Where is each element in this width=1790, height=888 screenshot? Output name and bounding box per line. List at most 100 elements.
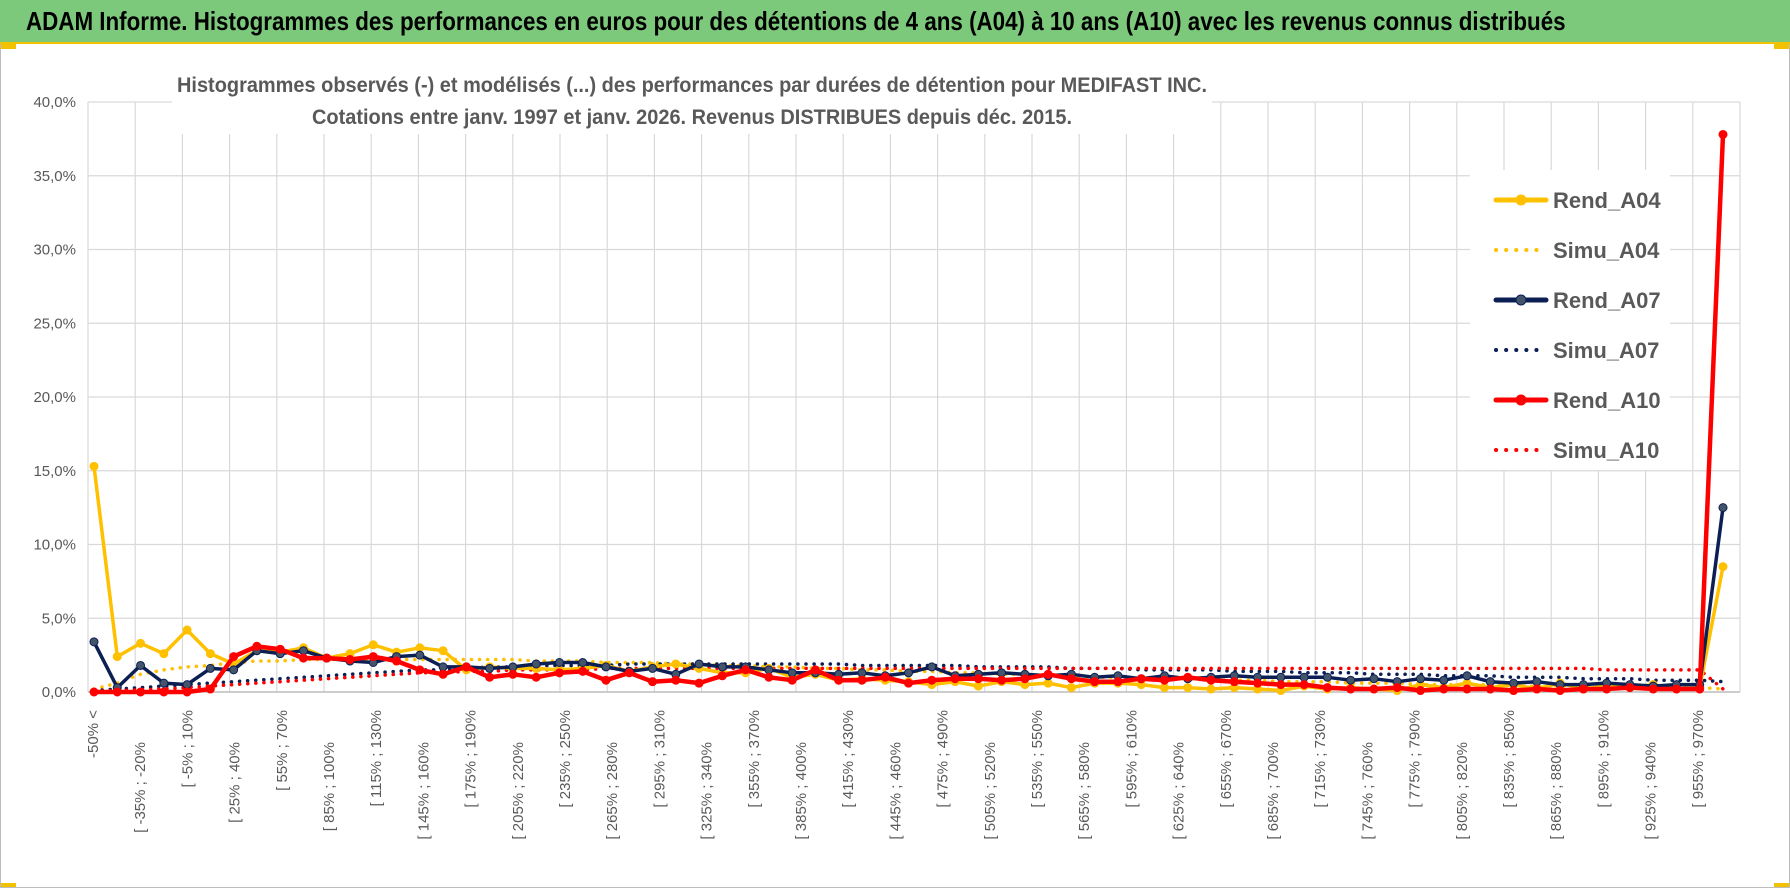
data-point bbox=[1276, 680, 1286, 690]
corner-accent-right bbox=[1774, 44, 1790, 49]
data-point bbox=[1532, 684, 1542, 694]
data-point bbox=[1020, 674, 1030, 684]
data-point bbox=[1439, 675, 1449, 685]
data-point bbox=[345, 655, 355, 665]
data-point bbox=[578, 658, 588, 667]
data-point bbox=[717, 671, 727, 681]
data-point bbox=[950, 674, 960, 684]
data-point bbox=[554, 658, 564, 667]
data-point bbox=[648, 663, 658, 673]
data-point bbox=[1206, 675, 1216, 685]
x-tick-label: [ 145% ; 160% bbox=[415, 742, 432, 840]
data-point bbox=[229, 652, 239, 662]
data-point bbox=[601, 662, 611, 672]
data-point bbox=[1369, 684, 1379, 694]
data-point bbox=[1462, 684, 1472, 694]
data-point bbox=[671, 675, 681, 685]
data-point bbox=[205, 663, 215, 673]
x-tick-label: [ 25% ; 40% bbox=[227, 742, 244, 823]
data-point bbox=[997, 675, 1007, 685]
x-tick-label: [ 535% ; 550% bbox=[1029, 710, 1046, 808]
data-point bbox=[997, 668, 1007, 678]
data-point bbox=[392, 656, 402, 666]
corner-accent-bottom-left bbox=[0, 883, 16, 888]
data-point bbox=[973, 674, 983, 684]
data-point bbox=[1346, 675, 1356, 685]
data-point bbox=[834, 675, 844, 685]
data-point bbox=[1718, 503, 1728, 513]
data-point bbox=[927, 662, 937, 672]
data-point bbox=[810, 665, 820, 675]
data-point bbox=[1532, 677, 1542, 687]
data-point bbox=[368, 652, 378, 662]
data-point bbox=[182, 625, 192, 635]
legend-label: Simu_A10 bbox=[1553, 438, 1659, 463]
data-point bbox=[787, 668, 797, 678]
data-point bbox=[182, 687, 192, 697]
legend: Rend_A04 Simu_A04 Rend_A07 Simu_A07 Rend_A10… bbox=[1470, 170, 1670, 470]
data-point bbox=[89, 637, 99, 647]
legend-label: Simu_A07 bbox=[1553, 338, 1659, 363]
data-point bbox=[1206, 684, 1216, 694]
x-tick-label: [ 85% ; 100% bbox=[321, 742, 338, 831]
data-point bbox=[1253, 678, 1263, 688]
data-point bbox=[1066, 674, 1076, 684]
data-point bbox=[1415, 674, 1425, 684]
data-point bbox=[1043, 678, 1053, 688]
x-tick-label: [ 805% ; 820% bbox=[1454, 742, 1471, 840]
data-point bbox=[1322, 672, 1332, 682]
data-point bbox=[624, 668, 634, 678]
data-point bbox=[438, 662, 448, 672]
x-tick-label: [ 895% ; 910% bbox=[1595, 710, 1612, 808]
x-tick-label: [ 565% ; 580% bbox=[1076, 742, 1093, 840]
data-point bbox=[112, 652, 122, 662]
legend-item: Simu_A07 bbox=[1494, 338, 1659, 363]
y-tick-label: 0,0% bbox=[42, 684, 76, 701]
data-point bbox=[1090, 677, 1100, 687]
data-point bbox=[648, 677, 658, 687]
data-point bbox=[857, 675, 867, 685]
corner-accent-bottom-right bbox=[1774, 883, 1790, 888]
y-tick-label: 15,0% bbox=[33, 463, 76, 480]
legend-label: Rend_A07 bbox=[1553, 288, 1661, 313]
data-point bbox=[1509, 678, 1519, 688]
data-point bbox=[415, 650, 425, 660]
data-point bbox=[717, 662, 727, 672]
data-point bbox=[485, 663, 495, 673]
y-axis: 0,0% 5,0% 10,0% 15,0% 20,0% 25,0% 30,0% 35,0% 40… bbox=[33, 94, 76, 701]
data-point bbox=[438, 669, 448, 679]
data-point bbox=[438, 646, 448, 656]
x-axis: -50% < [ -35% ; -20% [ -5% ; 10% [ 25% ; 40… bbox=[85, 710, 1707, 840]
x-tick-label: [ 235% ; 250% bbox=[557, 710, 574, 808]
data-point bbox=[1159, 675, 1169, 685]
series-lines bbox=[89, 129, 1728, 697]
x-tick-label: [ 595% ; 610% bbox=[1123, 710, 1140, 808]
x-tick-label: [ 655% ; 670% bbox=[1218, 710, 1235, 808]
data-point bbox=[89, 461, 99, 471]
data-point bbox=[927, 675, 937, 685]
y-tick-label: 35,0% bbox=[33, 168, 76, 185]
x-tick-label: [ 385% ; 400% bbox=[793, 742, 810, 840]
data-point bbox=[1159, 683, 1169, 693]
data-point bbox=[1183, 672, 1193, 682]
data-point bbox=[298, 646, 308, 656]
data-point bbox=[671, 659, 681, 669]
legend-item: Rend_A10 bbox=[1493, 388, 1661, 413]
data-point bbox=[252, 641, 262, 651]
data-point bbox=[508, 662, 518, 672]
x-tick-label: [ 415% ; 430% bbox=[840, 710, 857, 808]
legend-item: Rend_A07 bbox=[1493, 288, 1661, 313]
chart-subtitle: Cotations entre janv. 1997 et janv. 2026… bbox=[312, 106, 1072, 129]
data-point bbox=[694, 659, 704, 669]
data-point bbox=[1183, 683, 1193, 693]
report-title: ADAM Informe. Histogrammes des performan… bbox=[26, 6, 1566, 36]
data-point bbox=[275, 644, 285, 654]
data-point bbox=[1415, 686, 1425, 696]
y-tick-label: 40,0% bbox=[33, 94, 76, 111]
data-point bbox=[136, 638, 146, 648]
data-point bbox=[764, 672, 774, 682]
x-tick-label: [ 175% ; 190% bbox=[463, 710, 480, 808]
y-tick-label: 30,0% bbox=[33, 242, 76, 259]
legend-marker bbox=[1515, 194, 1527, 206]
data-point bbox=[1462, 671, 1472, 681]
